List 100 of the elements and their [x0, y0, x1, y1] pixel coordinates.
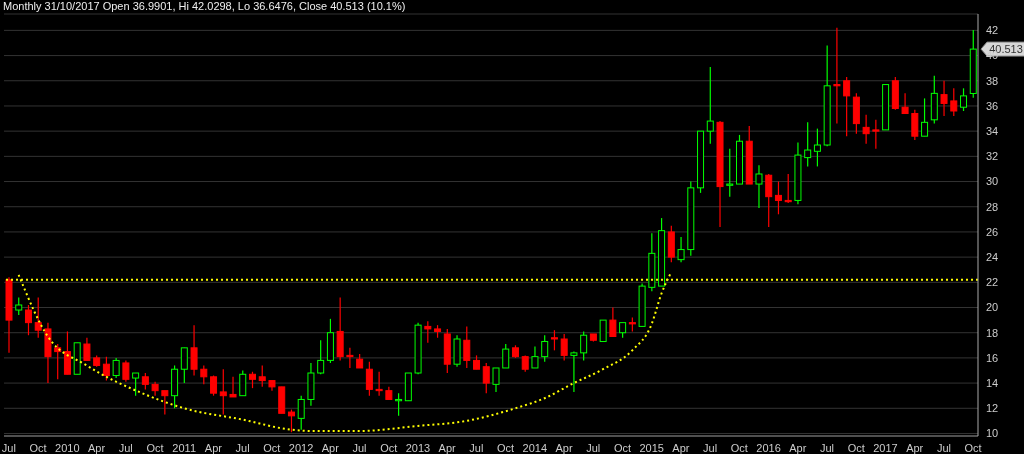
- x-tick-label: 2013: [405, 441, 431, 454]
- x-tick-label: Jul: [820, 441, 835, 454]
- candlestick: [755, 164, 763, 209]
- x-tick-label: Apr: [438, 441, 457, 454]
- candlestick: [122, 359, 130, 383]
- candlestick: [375, 371, 383, 397]
- x-tick-label: 2016: [756, 441, 781, 454]
- x-tick-label: Oct: [146, 441, 164, 454]
- candlestick: [317, 339, 325, 375]
- y-tick-label: 32: [986, 150, 999, 163]
- candlestick: [813, 128, 821, 168]
- y-tick-label: 26: [986, 225, 999, 238]
- candlestick: [911, 109, 919, 141]
- candlestick: [726, 148, 734, 198]
- x-tick-label: Apr: [87, 441, 106, 454]
- candlestick: [833, 27, 841, 125]
- candlestick: [580, 330, 588, 362]
- candlestick: [550, 329, 558, 351]
- candlestick: [297, 395, 305, 431]
- candlestick: [901, 92, 909, 115]
- candlestick: [940, 80, 948, 117]
- candlestick: [365, 361, 373, 397]
- x-tick-label: 2010: [55, 441, 80, 454]
- candlestick: [54, 343, 62, 380]
- x-tick-label: Apr: [321, 441, 340, 454]
- candlestick: [132, 372, 140, 397]
- candlestick: [83, 337, 91, 362]
- candlestick: [424, 320, 432, 344]
- x-tick-label: Jul: [118, 441, 133, 454]
- candlestick: [950, 87, 958, 117]
- candlestick: [921, 97, 929, 137]
- candlestick: [531, 345, 539, 369]
- candlestick: [239, 369, 247, 397]
- x-tick-label: Apr: [906, 441, 924, 454]
- candlestick: [180, 347, 188, 384]
- candlestick: [112, 357, 120, 379]
- candlestick: [395, 392, 403, 417]
- x-tick-label: Jul: [352, 441, 367, 454]
- y-tick-label: 34: [986, 125, 999, 138]
- x-tick-label: Oct: [613, 441, 632, 454]
- y-tick-label: 42: [986, 24, 999, 37]
- x-tick-label: 2017: [873, 441, 898, 454]
- x-tick-label: Jul: [469, 441, 484, 454]
- y-tick-label: 28: [986, 200, 999, 213]
- candlestick: [34, 296, 42, 339]
- candlestick: [482, 362, 490, 394]
- candlestick: [258, 364, 266, 388]
- x-tick-label: Oct: [263, 441, 281, 454]
- candlestick: [706, 66, 714, 145]
- candlestick: [63, 330, 71, 375]
- candlestick: [872, 119, 880, 150]
- y-tick-label: 12: [986, 402, 999, 415]
- candlestick: [463, 325, 471, 369]
- x-tick-label: Apr: [204, 441, 223, 454]
- candlestick: [346, 347, 354, 369]
- candlestick: [560, 333, 568, 362]
- candlestick: [229, 376, 237, 398]
- y-tick-label: 36: [986, 99, 999, 112]
- candlestick: [102, 356, 110, 382]
- x-tick-label: Jul: [586, 441, 601, 454]
- x-tick-label: Apr: [672, 441, 690, 454]
- candlestick: [774, 180, 782, 215]
- candlestick: [502, 343, 510, 369]
- candlestick: [784, 173, 792, 204]
- candlestick: [677, 236, 685, 263]
- candlestick: [219, 368, 227, 416]
- y-tick-label: 10: [986, 427, 999, 440]
- candlestick: [960, 87, 968, 112]
- candlestick: [161, 390, 169, 416]
- x-tick-label: Apr: [789, 441, 807, 454]
- x-tick-label: Jul: [1, 441, 16, 454]
- candlestick: [862, 114, 870, 145]
- x-tick-label: 2014: [522, 441, 548, 454]
- y-tick-label: 20: [986, 301, 999, 314]
- x-tick-label: Jul: [703, 441, 718, 454]
- candlestick: [541, 334, 549, 363]
- x-tick-label: Oct: [497, 441, 515, 454]
- x-tick-label: 2011: [172, 441, 197, 454]
- candlestick: [765, 173, 773, 228]
- candlestick: [843, 76, 851, 137]
- x-tick-label: Jul: [936, 441, 951, 454]
- x-tick-label: Oct: [730, 441, 748, 454]
- y-tick-label: 22: [986, 276, 999, 289]
- x-tick-label: Oct: [29, 441, 47, 454]
- y-tick-label: 30: [986, 175, 999, 188]
- x-tick-label: Oct: [380, 441, 398, 454]
- candlestick: [287, 408, 295, 433]
- y-tick-label: 14: [986, 377, 999, 389]
- y-tick-label: 16: [986, 351, 999, 364]
- x-tick-label: 2015: [639, 441, 664, 454]
- candlestick: [570, 351, 578, 393]
- x-tick-label: 2012: [288, 441, 314, 454]
- candlestick: [609, 306, 617, 338]
- x-tick-label: Oct: [964, 441, 982, 454]
- candlestick: [24, 304, 32, 336]
- x-tick-label: Apr: [555, 441, 573, 454]
- chart-title: Monthly 31/10/2017 Open 36.9901, Hi 42.0298, Lo 36.6476, Close 40.513 (10.1%): [3, 0, 406, 12]
- candlestick: [200, 364, 208, 385]
- x-tick-label: Jul: [235, 441, 250, 454]
- x-tick-label: Oct: [847, 441, 865, 454]
